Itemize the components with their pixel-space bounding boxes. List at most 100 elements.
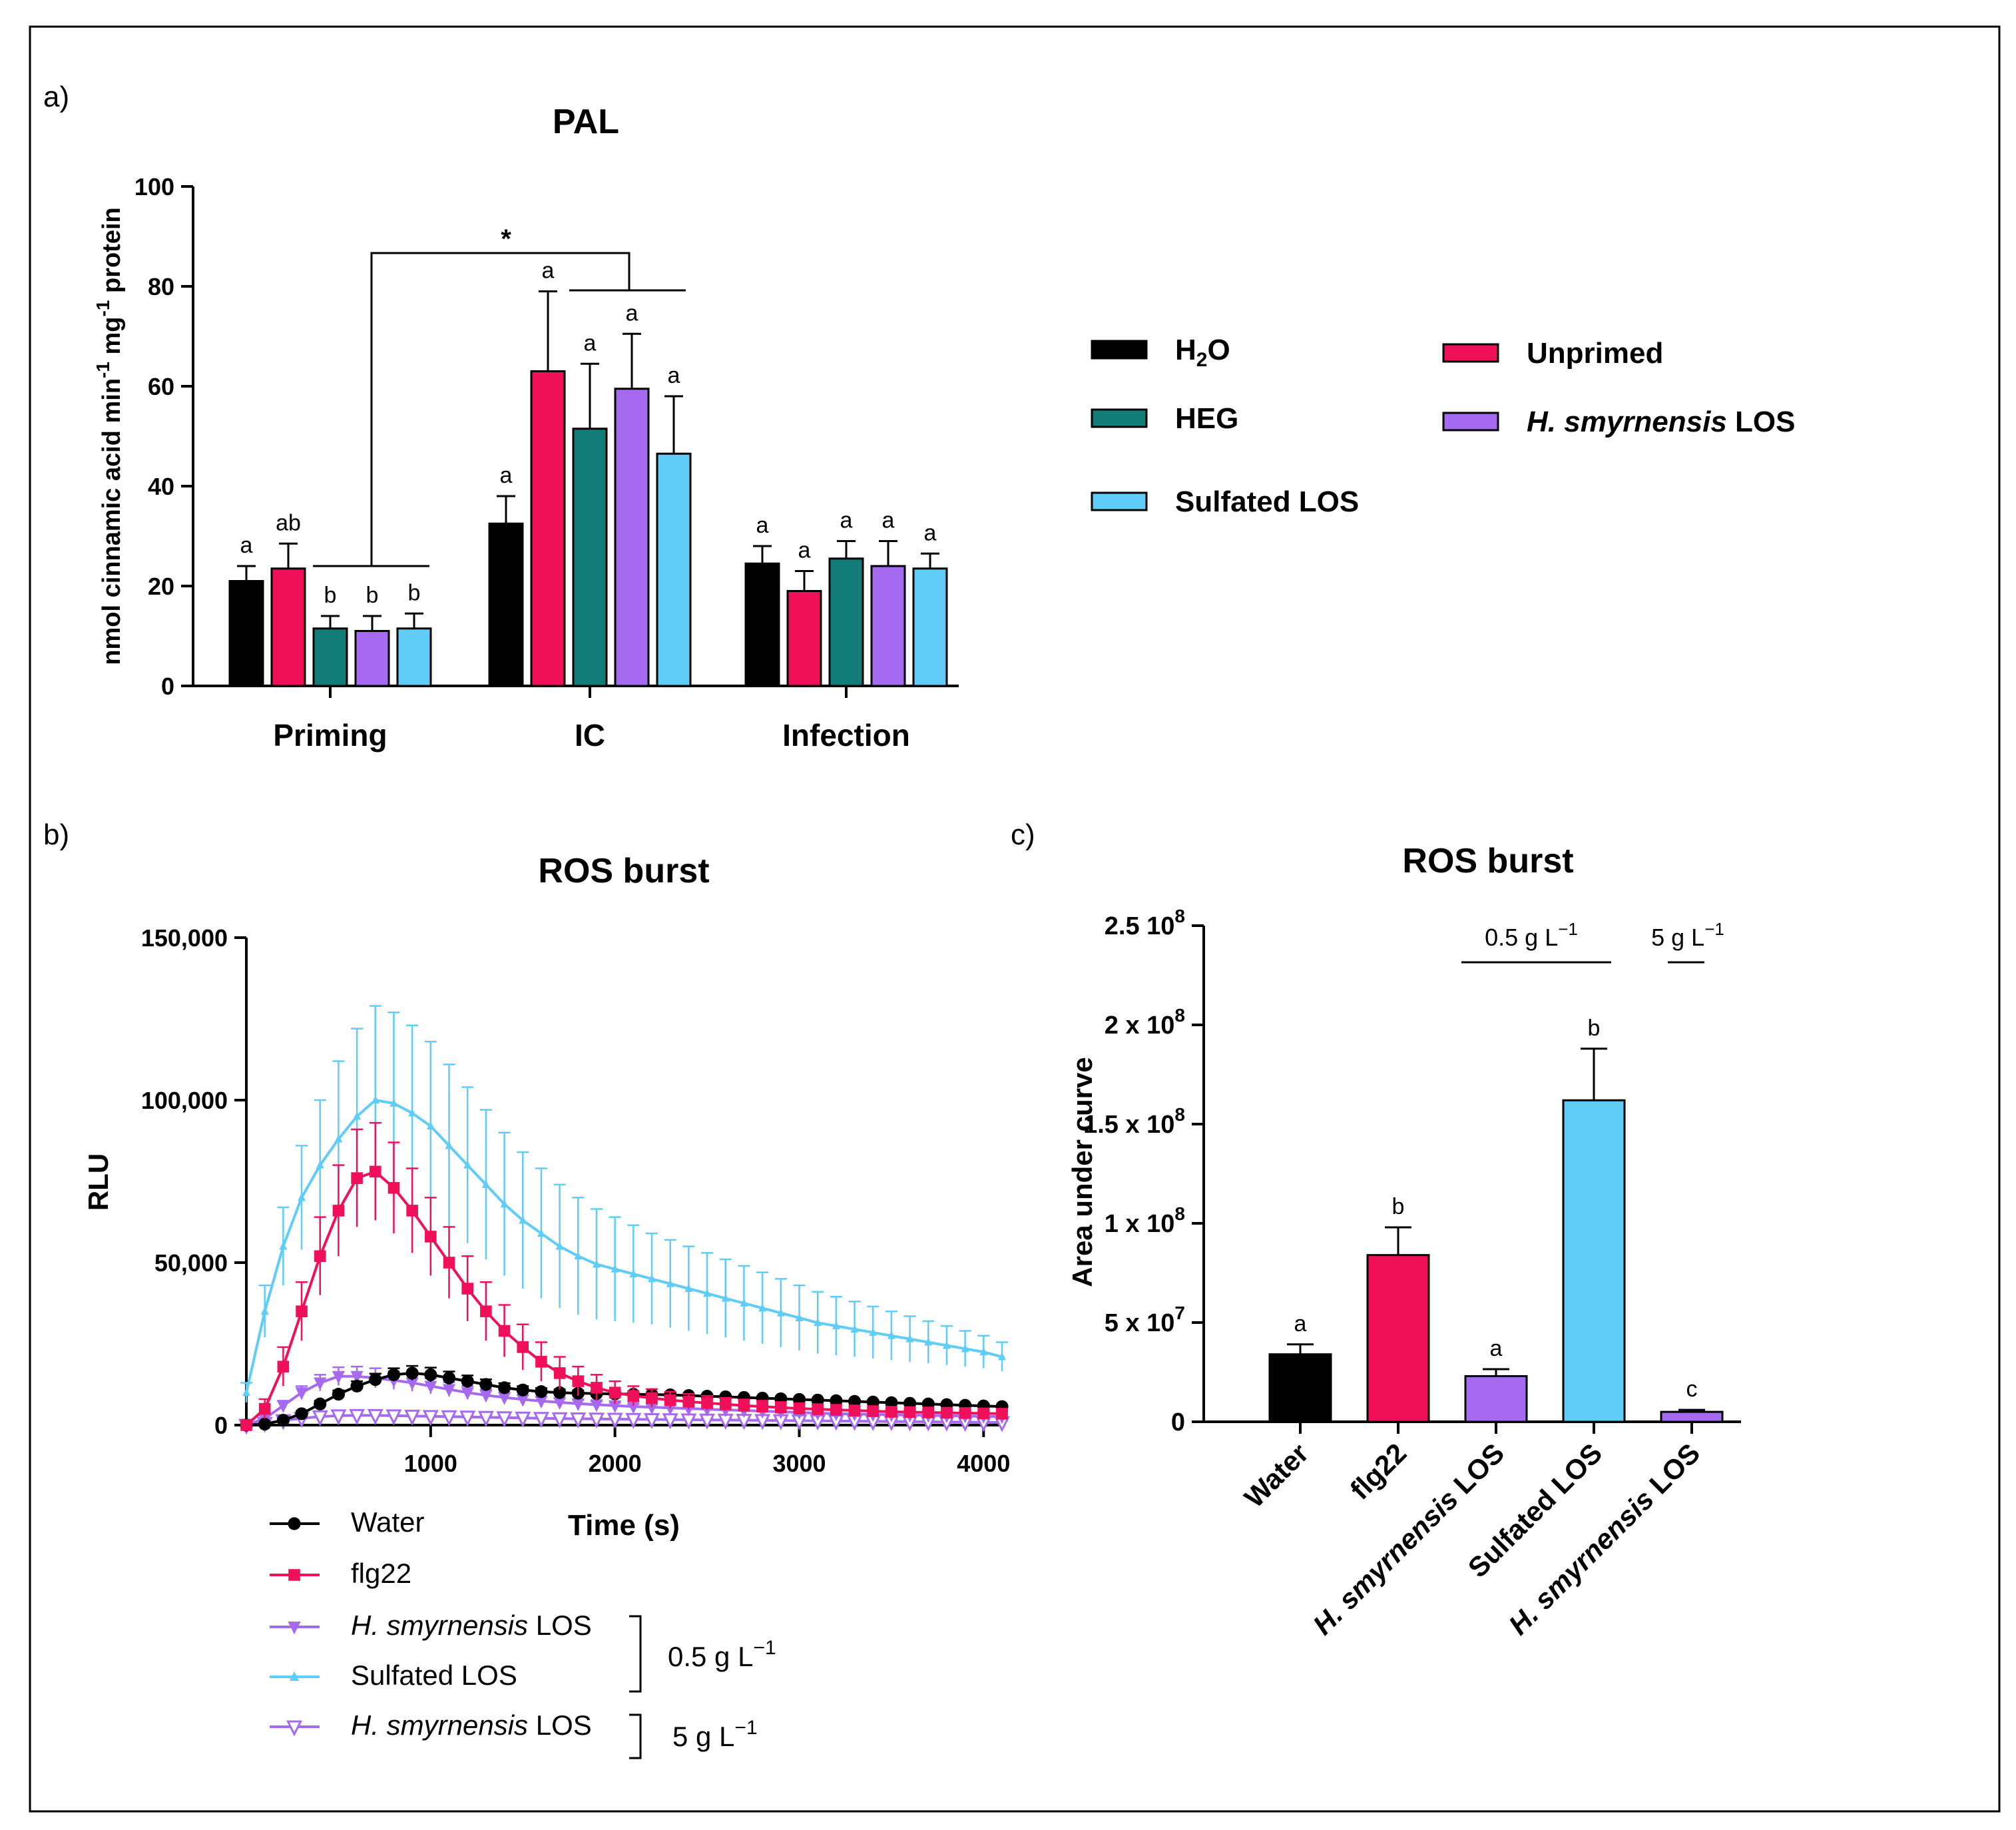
ros-time-point bbox=[887, 1331, 895, 1339]
ros-time-point bbox=[885, 1396, 898, 1409]
pal-legend-label: H2O bbox=[1175, 334, 1230, 371]
ros-time-point bbox=[369, 1373, 382, 1386]
ros-time-point bbox=[298, 1193, 306, 1201]
pal-legend-label: Unprimed bbox=[1527, 337, 1663, 370]
pal-letter: a bbox=[626, 300, 638, 326]
pal-bracket-line bbox=[370, 252, 630, 566]
ros-auc-bar bbox=[1366, 1254, 1430, 1423]
pal-letter: a bbox=[584, 330, 597, 356]
pal-bar bbox=[312, 627, 348, 687]
ros-time-point bbox=[811, 1393, 824, 1407]
ros-time-point bbox=[869, 1327, 878, 1336]
pal-significance: * bbox=[501, 224, 511, 254]
pal-legend-swatch bbox=[1442, 343, 1499, 363]
ros-time-point bbox=[924, 1337, 933, 1346]
ros-auc-x-tick-label: flg22 bbox=[1344, 1437, 1413, 1506]
ros-time-point bbox=[312, 1410, 328, 1426]
pal-bar bbox=[786, 590, 822, 687]
pal-bar bbox=[228, 580, 264, 687]
ros-time-point bbox=[627, 1390, 640, 1402]
pal-letter: a bbox=[798, 538, 811, 563]
pal-letter: a bbox=[542, 258, 555, 284]
pal-x-tick-label: Infection bbox=[782, 718, 910, 753]
ros-time-point bbox=[385, 1409, 402, 1426]
ros-time-point bbox=[480, 1305, 492, 1317]
ros-time-point bbox=[666, 1279, 674, 1287]
figure-border bbox=[29, 25, 2001, 1813]
ros-time-point bbox=[314, 1377, 327, 1390]
ros-time-point bbox=[703, 1289, 712, 1297]
ros-auc-title: ROS burst bbox=[1402, 842, 1573, 880]
ros-auc-letter: a bbox=[1490, 1336, 1503, 1361]
pal-letter: b bbox=[408, 580, 421, 605]
pal-legend-label: H. smyrnensis LOS bbox=[1527, 406, 1796, 438]
ros-time-point bbox=[369, 1165, 381, 1178]
panel-label-a: a) bbox=[43, 81, 69, 113]
ros-time-point bbox=[350, 1379, 364, 1393]
ros-time-point bbox=[682, 1396, 695, 1408]
ros-time-point bbox=[885, 1406, 897, 1418]
ros-time-point bbox=[276, 1400, 290, 1413]
ros-time-point bbox=[648, 1274, 656, 1283]
ros-time-point bbox=[776, 1308, 785, 1317]
ros-time-point bbox=[812, 1403, 824, 1415]
ros-time-point bbox=[555, 1241, 564, 1250]
ros-time-point bbox=[296, 1305, 308, 1317]
ros-time-point bbox=[832, 1321, 840, 1330]
ros-time-point bbox=[387, 1181, 400, 1194]
ros-auc-y-tick-label: 2.5 108 bbox=[1105, 906, 1185, 940]
ros-time-legend-label: H. smyrnensis LOS bbox=[351, 1709, 592, 1741]
ros-time-point bbox=[629, 1269, 638, 1278]
ros-time-point bbox=[609, 1386, 621, 1398]
ros-time-point bbox=[314, 1397, 327, 1410]
ros-time-chart: ROS burst RLU Time (s) 0 50,000 100,000 150,00… bbox=[83, 852, 1010, 1759]
ros-time-point bbox=[758, 1303, 767, 1312]
ros-time-point bbox=[609, 1400, 622, 1413]
pal-bar bbox=[354, 630, 390, 687]
ros-auc-group-label: 5 g L−1 bbox=[1651, 919, 1724, 951]
ros-time-point bbox=[646, 1392, 658, 1404]
ros-time-point bbox=[351, 1172, 363, 1184]
ros-auc-x-tick-label: H. smyrnensis LOS bbox=[1307, 1437, 1511, 1641]
ros-time-point bbox=[979, 1347, 988, 1356]
ros-time-series bbox=[240, 1005, 1008, 1402]
ros-time-point bbox=[611, 1264, 619, 1273]
ros-time-point bbox=[903, 1406, 916, 1418]
pal-y-tick-label: 0 bbox=[161, 673, 174, 700]
ros-time-point bbox=[332, 1371, 346, 1384]
ros-time-point bbox=[497, 1392, 511, 1405]
pal-bar bbox=[744, 562, 780, 687]
ros-auc-y-tick-label: 0 bbox=[1171, 1408, 1185, 1436]
ros-auc-y-tick-label: 1.5 x 108 bbox=[1083, 1104, 1185, 1139]
ros-time-point bbox=[645, 1402, 658, 1415]
ros-time-point bbox=[719, 1398, 732, 1410]
ros-time-y-tick-label: 50,000 bbox=[154, 1249, 228, 1277]
pal-title: PAL bbox=[553, 103, 619, 141]
ros-auc-y-tick-label: 5 x 107 bbox=[1105, 1303, 1185, 1337]
ros-time-point bbox=[942, 1341, 951, 1349]
ros-time-point bbox=[551, 1412, 568, 1428]
ros-time-point bbox=[814, 1318, 822, 1327]
ros-time-series bbox=[240, 1121, 1008, 1431]
pal-legend-label: Sulfated LOS bbox=[1175, 485, 1359, 518]
pal-bar bbox=[614, 388, 650, 687]
ros-time-point bbox=[479, 1390, 493, 1403]
ros-time-point bbox=[371, 1095, 379, 1103]
ros-auc-y-tick-label: 2 x 108 bbox=[1105, 1005, 1185, 1040]
ros-auc-bar bbox=[1562, 1099, 1626, 1423]
pal-letter: a bbox=[756, 513, 769, 538]
ros-time-legend-label: Sulfated LOS bbox=[351, 1660, 517, 1691]
ros-time-point bbox=[793, 1402, 806, 1414]
ros-time-point bbox=[406, 1205, 418, 1217]
ros-time-legend-marker bbox=[288, 1569, 300, 1581]
ros-time-point bbox=[850, 1325, 859, 1333]
ros-time-x-axis-label: Time (s) bbox=[568, 1509, 680, 1542]
ros-time-legend-marker bbox=[288, 1622, 301, 1635]
ros-time-point bbox=[535, 1356, 547, 1368]
ros-time-x-tick-label: 2000 bbox=[589, 1450, 642, 1477]
ros-time-point bbox=[442, 1384, 456, 1397]
ros-time-point bbox=[775, 1401, 787, 1414]
ros-time-point bbox=[756, 1400, 768, 1412]
ros-time-point bbox=[721, 1293, 730, 1302]
pal-legend-label: HEG bbox=[1175, 402, 1238, 435]
